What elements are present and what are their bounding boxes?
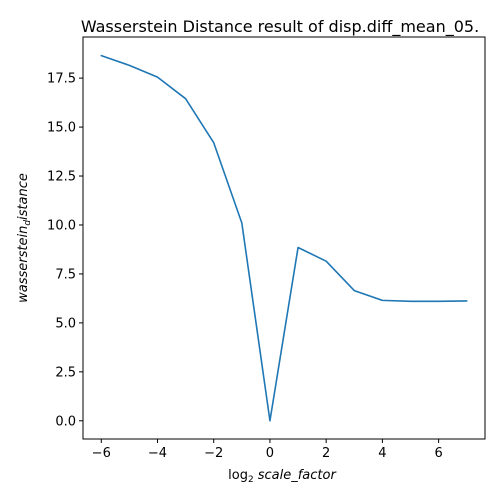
y-tick-label: 2.5: [55, 365, 76, 380]
y-tick-label: 15.0: [47, 121, 76, 136]
y-tick-label: 7.5: [55, 267, 76, 282]
x-axis-label-var: scale_factor: [258, 468, 338, 483]
y-tick-label: 17.5: [47, 72, 76, 87]
y-tick-label: 10.0: [47, 218, 76, 233]
x-tick-label: 2: [322, 446, 330, 461]
x-tick-label: −4: [148, 446, 167, 461]
y-tick-label: 12.5: [47, 170, 76, 185]
x-axis-label-log: log: [228, 468, 248, 483]
y-axis-label-rest: istance: [16, 173, 31, 220]
x-axis-label: log2 scale_factor: [228, 468, 337, 485]
x-tick-label: −6: [92, 446, 111, 461]
x-axis-label-base: 2: [248, 475, 254, 485]
x-tick-label: 0: [266, 446, 274, 461]
x-tick-label: 4: [378, 446, 386, 461]
chart-title: Wasserstein Distance result of disp.diff…: [81, 17, 479, 37]
x-tick-label: 6: [434, 446, 442, 461]
y-tick-label: 0.0: [55, 414, 76, 429]
y-tick-label: 5.0: [55, 316, 76, 331]
y-axis-label-main: wasserstein: [16, 226, 31, 303]
y-axis-label: wassersteindistance: [16, 173, 33, 303]
x-tick-label: −2: [204, 446, 223, 461]
